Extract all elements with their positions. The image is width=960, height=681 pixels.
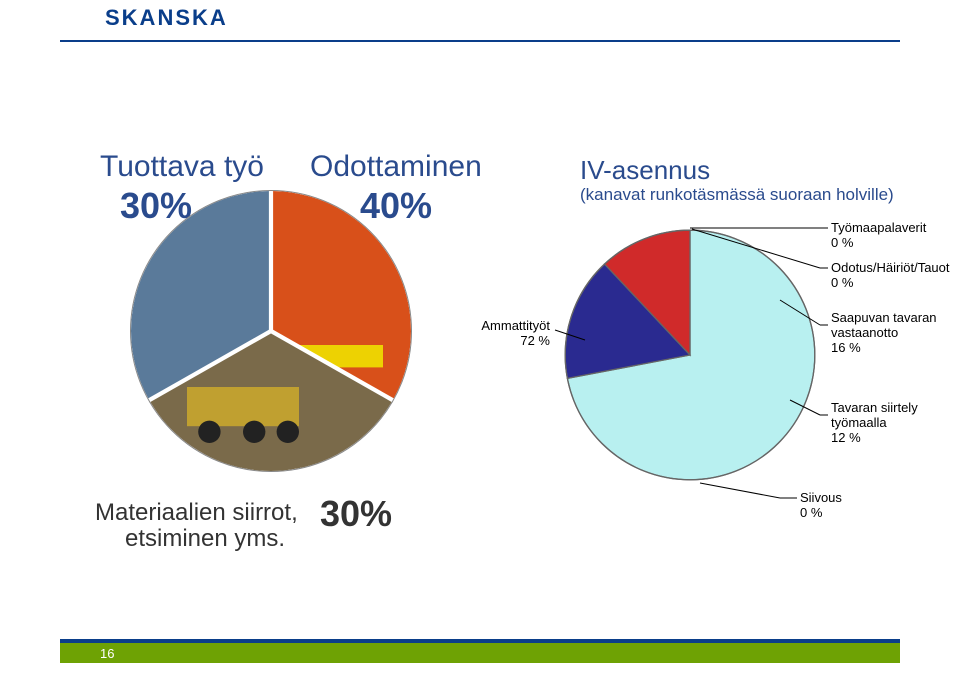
pie-label-saapuvan: Saapuvan tavaranvastaanotto16 % (831, 310, 937, 355)
collage-svg (131, 191, 411, 471)
waiting-label: Odottaminen (310, 150, 482, 184)
pie-label-odotus: Odotus/Häiriöt/Tauot0 % (831, 260, 950, 290)
iv-asennus-pie-chart (560, 225, 820, 485)
pie-label-tyomaapalaverit: Työmaapalaverit0 % (831, 220, 926, 250)
waiting-pct: 40% (360, 185, 432, 227)
header-divider (60, 40, 900, 42)
pie-label-siivous: Siivous0 % (800, 490, 842, 520)
footer-green-bar (60, 643, 900, 663)
materials-pct: 30% (320, 493, 392, 535)
materials-label-line2: etsiminen yms. (125, 526, 285, 552)
pie-label-ammattityot: Ammattityöt72 % (478, 318, 550, 348)
materials-label-line1: Materiaalien siirrot, (95, 500, 298, 526)
pie-label-text: Työmaapalaverit (831, 220, 926, 235)
logo: SKANSKA (105, 5, 228, 31)
page-number: 16 (100, 646, 114, 661)
pie-svg (560, 225, 820, 485)
pie-label-text: Odotus/Häiriöt/Tauot (831, 260, 950, 275)
iv-asennus-subtitle: (kanavat runkotäsmässä suoraan holville) (580, 185, 894, 205)
productive-work-label: Tuottava työ (100, 150, 264, 184)
photo-collage-circle (130, 190, 412, 472)
pie-label-text: Siivous (800, 490, 842, 505)
pie-label-text: Ammattityöt (481, 318, 550, 333)
pie-label-tavaran-siirtely: Tavaran siirtelytyömaalla12 % (831, 400, 918, 445)
iv-asennus-title: IV-asennus (580, 155, 710, 186)
